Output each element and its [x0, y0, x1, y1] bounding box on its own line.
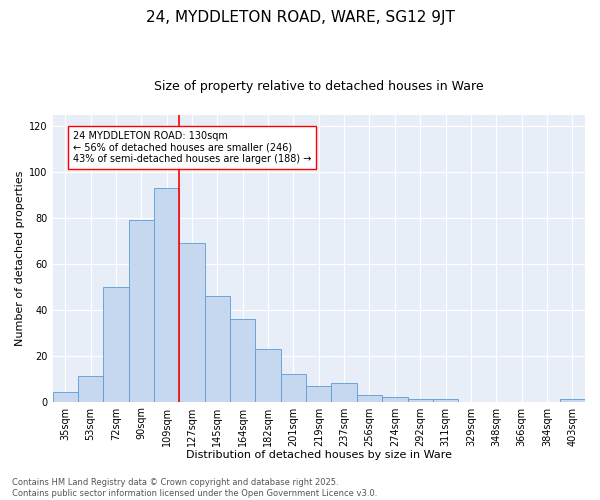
Y-axis label: Number of detached properties: Number of detached properties — [15, 170, 25, 346]
Bar — [103, 287, 128, 402]
Bar — [407, 400, 433, 402]
Bar — [433, 400, 458, 402]
X-axis label: Distribution of detached houses by size in Ware: Distribution of detached houses by size … — [186, 450, 452, 460]
Bar — [560, 400, 585, 402]
Bar — [128, 220, 154, 402]
Bar — [256, 349, 281, 402]
Title: Size of property relative to detached houses in Ware: Size of property relative to detached ho… — [154, 80, 484, 93]
Text: Contains HM Land Registry data © Crown copyright and database right 2025.
Contai: Contains HM Land Registry data © Crown c… — [12, 478, 377, 498]
Bar — [357, 394, 382, 402]
Bar — [78, 376, 103, 402]
Bar — [205, 296, 230, 402]
Text: 24, MYDDLETON ROAD, WARE, SG12 9JT: 24, MYDDLETON ROAD, WARE, SG12 9JT — [146, 10, 454, 25]
Bar — [306, 386, 331, 402]
Bar — [281, 374, 306, 402]
Bar — [382, 397, 407, 402]
Bar — [154, 188, 179, 402]
Bar — [179, 244, 205, 402]
Bar — [331, 384, 357, 402]
Bar — [230, 319, 256, 402]
Bar — [53, 392, 78, 402]
Text: 24 MYDDLETON ROAD: 130sqm
← 56% of detached houses are smaller (246)
43% of semi: 24 MYDDLETON ROAD: 130sqm ← 56% of detac… — [73, 131, 311, 164]
